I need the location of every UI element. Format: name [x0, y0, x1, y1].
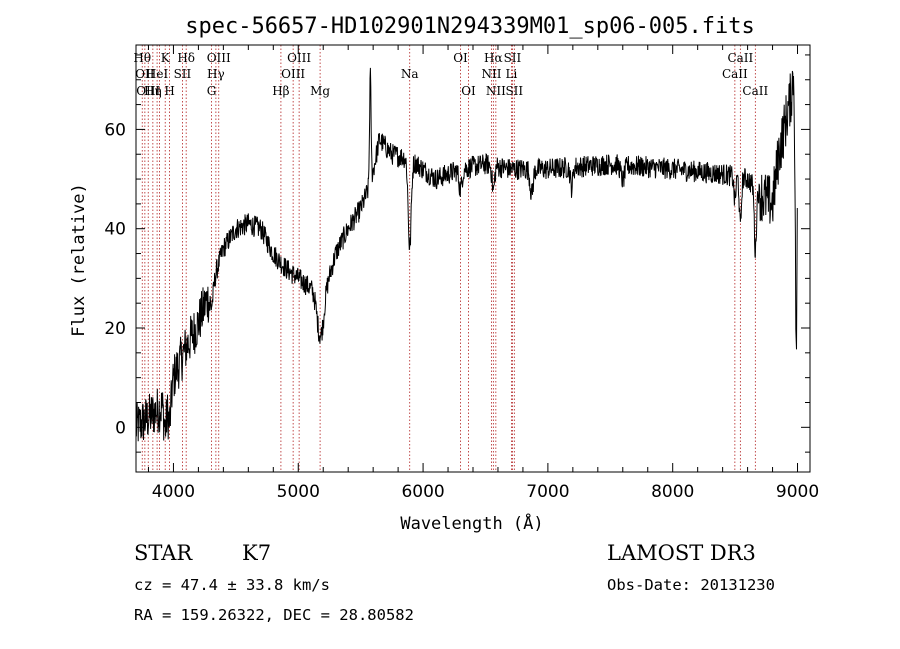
spectral-line-label: SII: [505, 84, 523, 98]
spectral-line-label: CaII: [722, 67, 748, 81]
spectral-line-label: H: [164, 84, 174, 98]
subclass: K7: [242, 541, 271, 565]
spectral-line-label: OII: [135, 67, 155, 81]
x-tick-label: 7000: [526, 482, 569, 502]
spectral-line-label: SII: [174, 67, 192, 81]
y-tick-label: 40: [104, 220, 126, 240]
y-tick-label: 20: [104, 319, 126, 339]
axis-ticks: [136, 45, 810, 472]
spectrum-line: [135, 67, 798, 442]
spectral-line-labels: HθOIIOIIIHηHeIKHSIIHδGHγOIIIHβOIIIOIIIMg…: [133, 51, 768, 98]
chart-title: spec-56657-HD102901N294339M01_sp06-005.f…: [185, 14, 755, 39]
spectral-line-label: Hη: [144, 84, 162, 98]
spectral-line-label: K: [161, 51, 171, 65]
axis-tick-labels: 4000 5000 6000 7000 8000 9000 0 20 40 60: [104, 120, 819, 502]
obs-date-text: Obs-Date: 20131230: [607, 576, 775, 594]
x-tick-label: 9000: [776, 482, 819, 502]
y-tick-label: 0: [115, 418, 126, 438]
spectral-line-label: Na: [401, 67, 419, 81]
spectral-line-label: Hγ: [207, 67, 225, 81]
spectral-line-label: NII: [486, 84, 506, 98]
spectral-line-label: Mg: [310, 84, 330, 98]
spectral-line-label: OI: [461, 84, 476, 98]
object-class: STAR: [134, 541, 193, 565]
x-tick-label: 6000: [401, 482, 444, 502]
spectral-line-label: G: [207, 84, 217, 98]
x-tick-label: 8000: [651, 482, 694, 502]
spectral-line-label: OIII: [281, 67, 305, 81]
x-tick-label: 4000: [152, 482, 195, 502]
spectral-line-label: CaII: [727, 51, 753, 65]
survey-name: LAMOST DR3: [607, 541, 756, 565]
spectral-line-label: OIII: [207, 51, 231, 65]
x-tick-label: 5000: [277, 482, 320, 502]
spectral-line-label: CaII: [742, 84, 768, 98]
spectral-line-label: Hδ: [177, 51, 195, 65]
y-axis-label: Flux (relative): [69, 183, 89, 337]
spectral-line-label: OIII: [136, 84, 160, 98]
redshift-text: cz = 47.4 ± 33.8 km/s: [134, 576, 330, 594]
spectral-line-label: SII: [504, 51, 522, 65]
spectral-line-markers: [141, 45, 756, 472]
spectral-line-label: OI: [453, 51, 468, 65]
y-tick-label: 60: [104, 120, 126, 140]
x-axis-label: Wavelength (Å): [400, 512, 543, 534]
plot-frame: [135, 44, 811, 473]
spectral-line-label: OIII: [287, 51, 311, 65]
spectral-line-label: Hα: [484, 51, 503, 65]
spectral-line-label: NII: [481, 67, 501, 81]
spectral-line-label: Li: [506, 67, 518, 81]
spectral-line-label: HeI: [146, 67, 169, 81]
coords-text: RA = 159.26322, DEC = 28.80582: [134, 606, 414, 624]
spectral-line-label: Hβ: [272, 84, 289, 98]
